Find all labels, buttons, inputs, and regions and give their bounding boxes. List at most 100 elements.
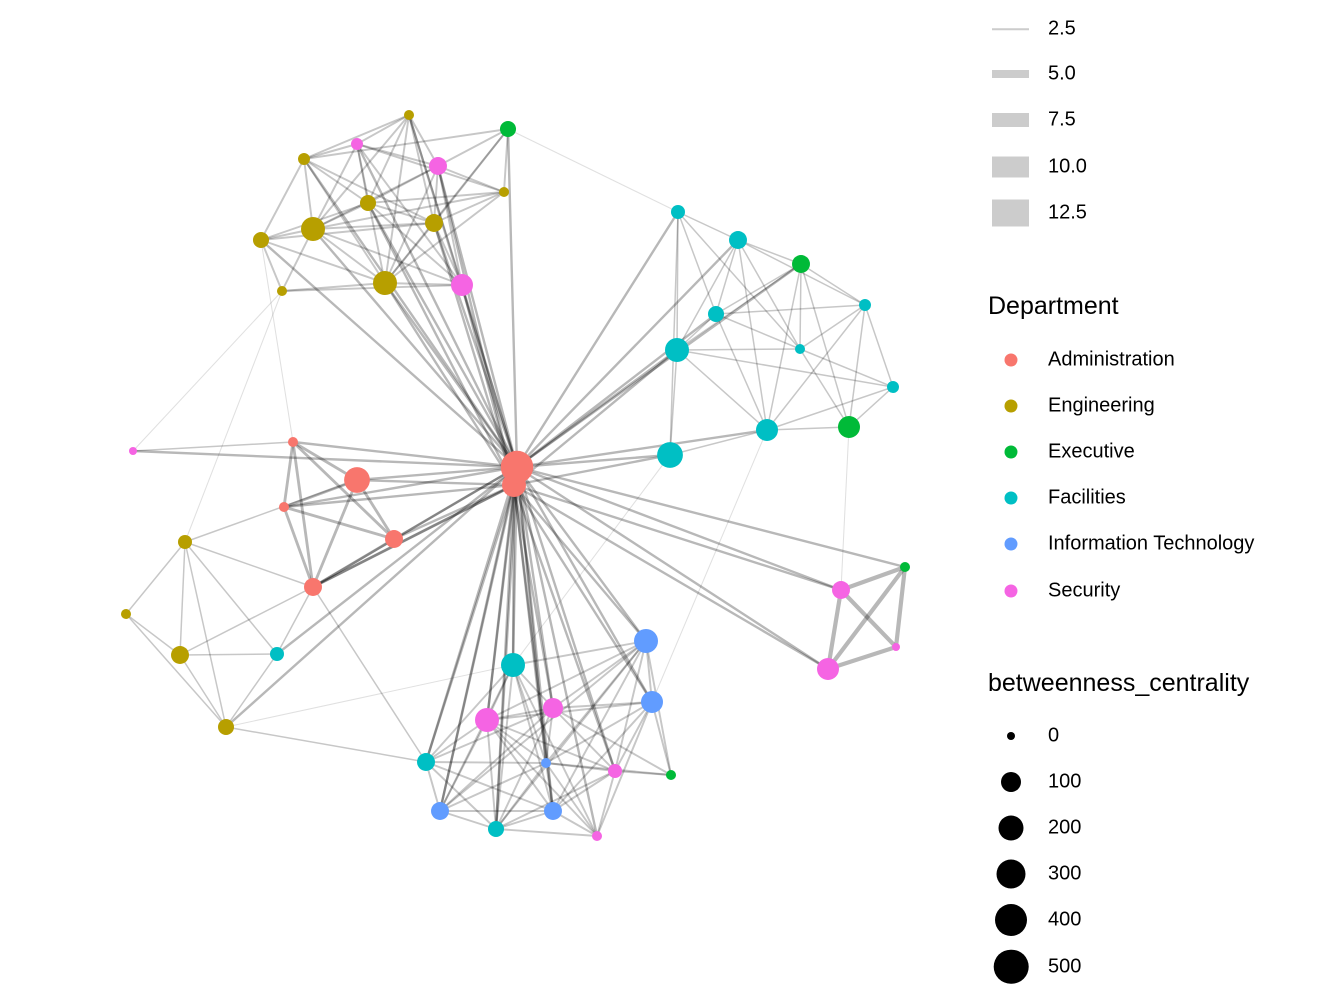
edge [439,640,647,812]
edge [260,239,294,443]
edge [512,483,555,813]
edge [864,304,894,388]
edge [552,701,653,709]
edge [432,221,519,469]
node-engineering [298,153,310,165]
edge [366,201,516,487]
legend-department-label: Administration [1048,348,1175,371]
edge [425,719,488,763]
edge [511,465,519,667]
edge [486,719,598,837]
edge [125,541,186,615]
edge [596,770,616,837]
edge [825,644,899,672]
legend-department-key [1004,353,1018,367]
node-engineering [403,109,415,121]
edge [486,719,497,830]
legend-centrality-label: 0 [1048,724,1060,747]
edge [495,762,547,830]
edge [848,304,866,428]
node-security [129,447,137,455]
edge [439,810,497,830]
edge [383,281,516,487]
edge [433,128,509,224]
edge [766,263,802,431]
edge [838,564,908,593]
edge [515,453,672,469]
legend-weight-label: 12.5 [1048,201,1087,224]
node-information-technology [431,802,449,820]
legend-department-key [1004,399,1018,413]
edge [367,165,439,204]
edge [432,221,516,487]
node-administration [344,467,370,493]
nodes-layer [120,109,911,842]
node-facilities [729,231,747,249]
edge [367,202,435,224]
edge [552,640,647,812]
edge [291,440,315,589]
node-information-technology [634,629,658,653]
edge [425,761,547,764]
edge [439,719,488,812]
network-graph [120,109,911,842]
node-facilities [270,647,284,661]
edge [356,114,410,145]
edge [715,304,866,315]
edge [495,828,598,837]
edge [515,465,654,704]
edge [512,483,548,765]
edge [515,262,803,469]
edge [737,239,802,265]
edge [179,586,314,656]
edge [276,586,314,655]
node-information-technology [544,802,562,820]
edge [545,640,647,764]
edge [512,483,654,704]
edge [512,483,830,671]
legend-centrality-key [993,949,1029,984]
edge [552,640,647,709]
edge [282,483,516,509]
node-administration [500,450,534,484]
edge [507,128,679,213]
edge [515,210,680,469]
edge [676,349,768,431]
edge [676,211,679,351]
edge [799,348,850,428]
edge [303,158,386,284]
edge [356,143,369,204]
node-facilities [859,299,871,311]
edge [311,478,359,589]
edge [259,238,519,469]
node-engineering [373,271,397,295]
legend-weight-key [992,156,1029,178]
edge [281,284,463,292]
edge [515,465,555,710]
legend-weight-key [992,70,1029,78]
edge [311,465,519,589]
edge [715,313,768,431]
edge [437,165,505,193]
edge [515,465,648,643]
node-facilities [794,343,806,355]
legend-centrality-key [995,904,1027,937]
edge [545,701,653,764]
node-security [892,643,900,651]
node-engineering [276,285,288,297]
legend-centrality-key [1007,732,1015,740]
edge [260,158,305,241]
legend-department-title: Department [988,292,1119,320]
node-security [429,157,447,175]
edge [312,143,358,230]
edge [515,465,555,813]
edge [494,465,519,831]
edge [552,770,616,812]
edge [355,142,519,469]
edge [282,465,519,509]
node-administration [385,530,403,548]
edge [486,640,647,721]
edge [515,348,679,469]
edge [312,191,505,230]
edge [485,483,516,722]
